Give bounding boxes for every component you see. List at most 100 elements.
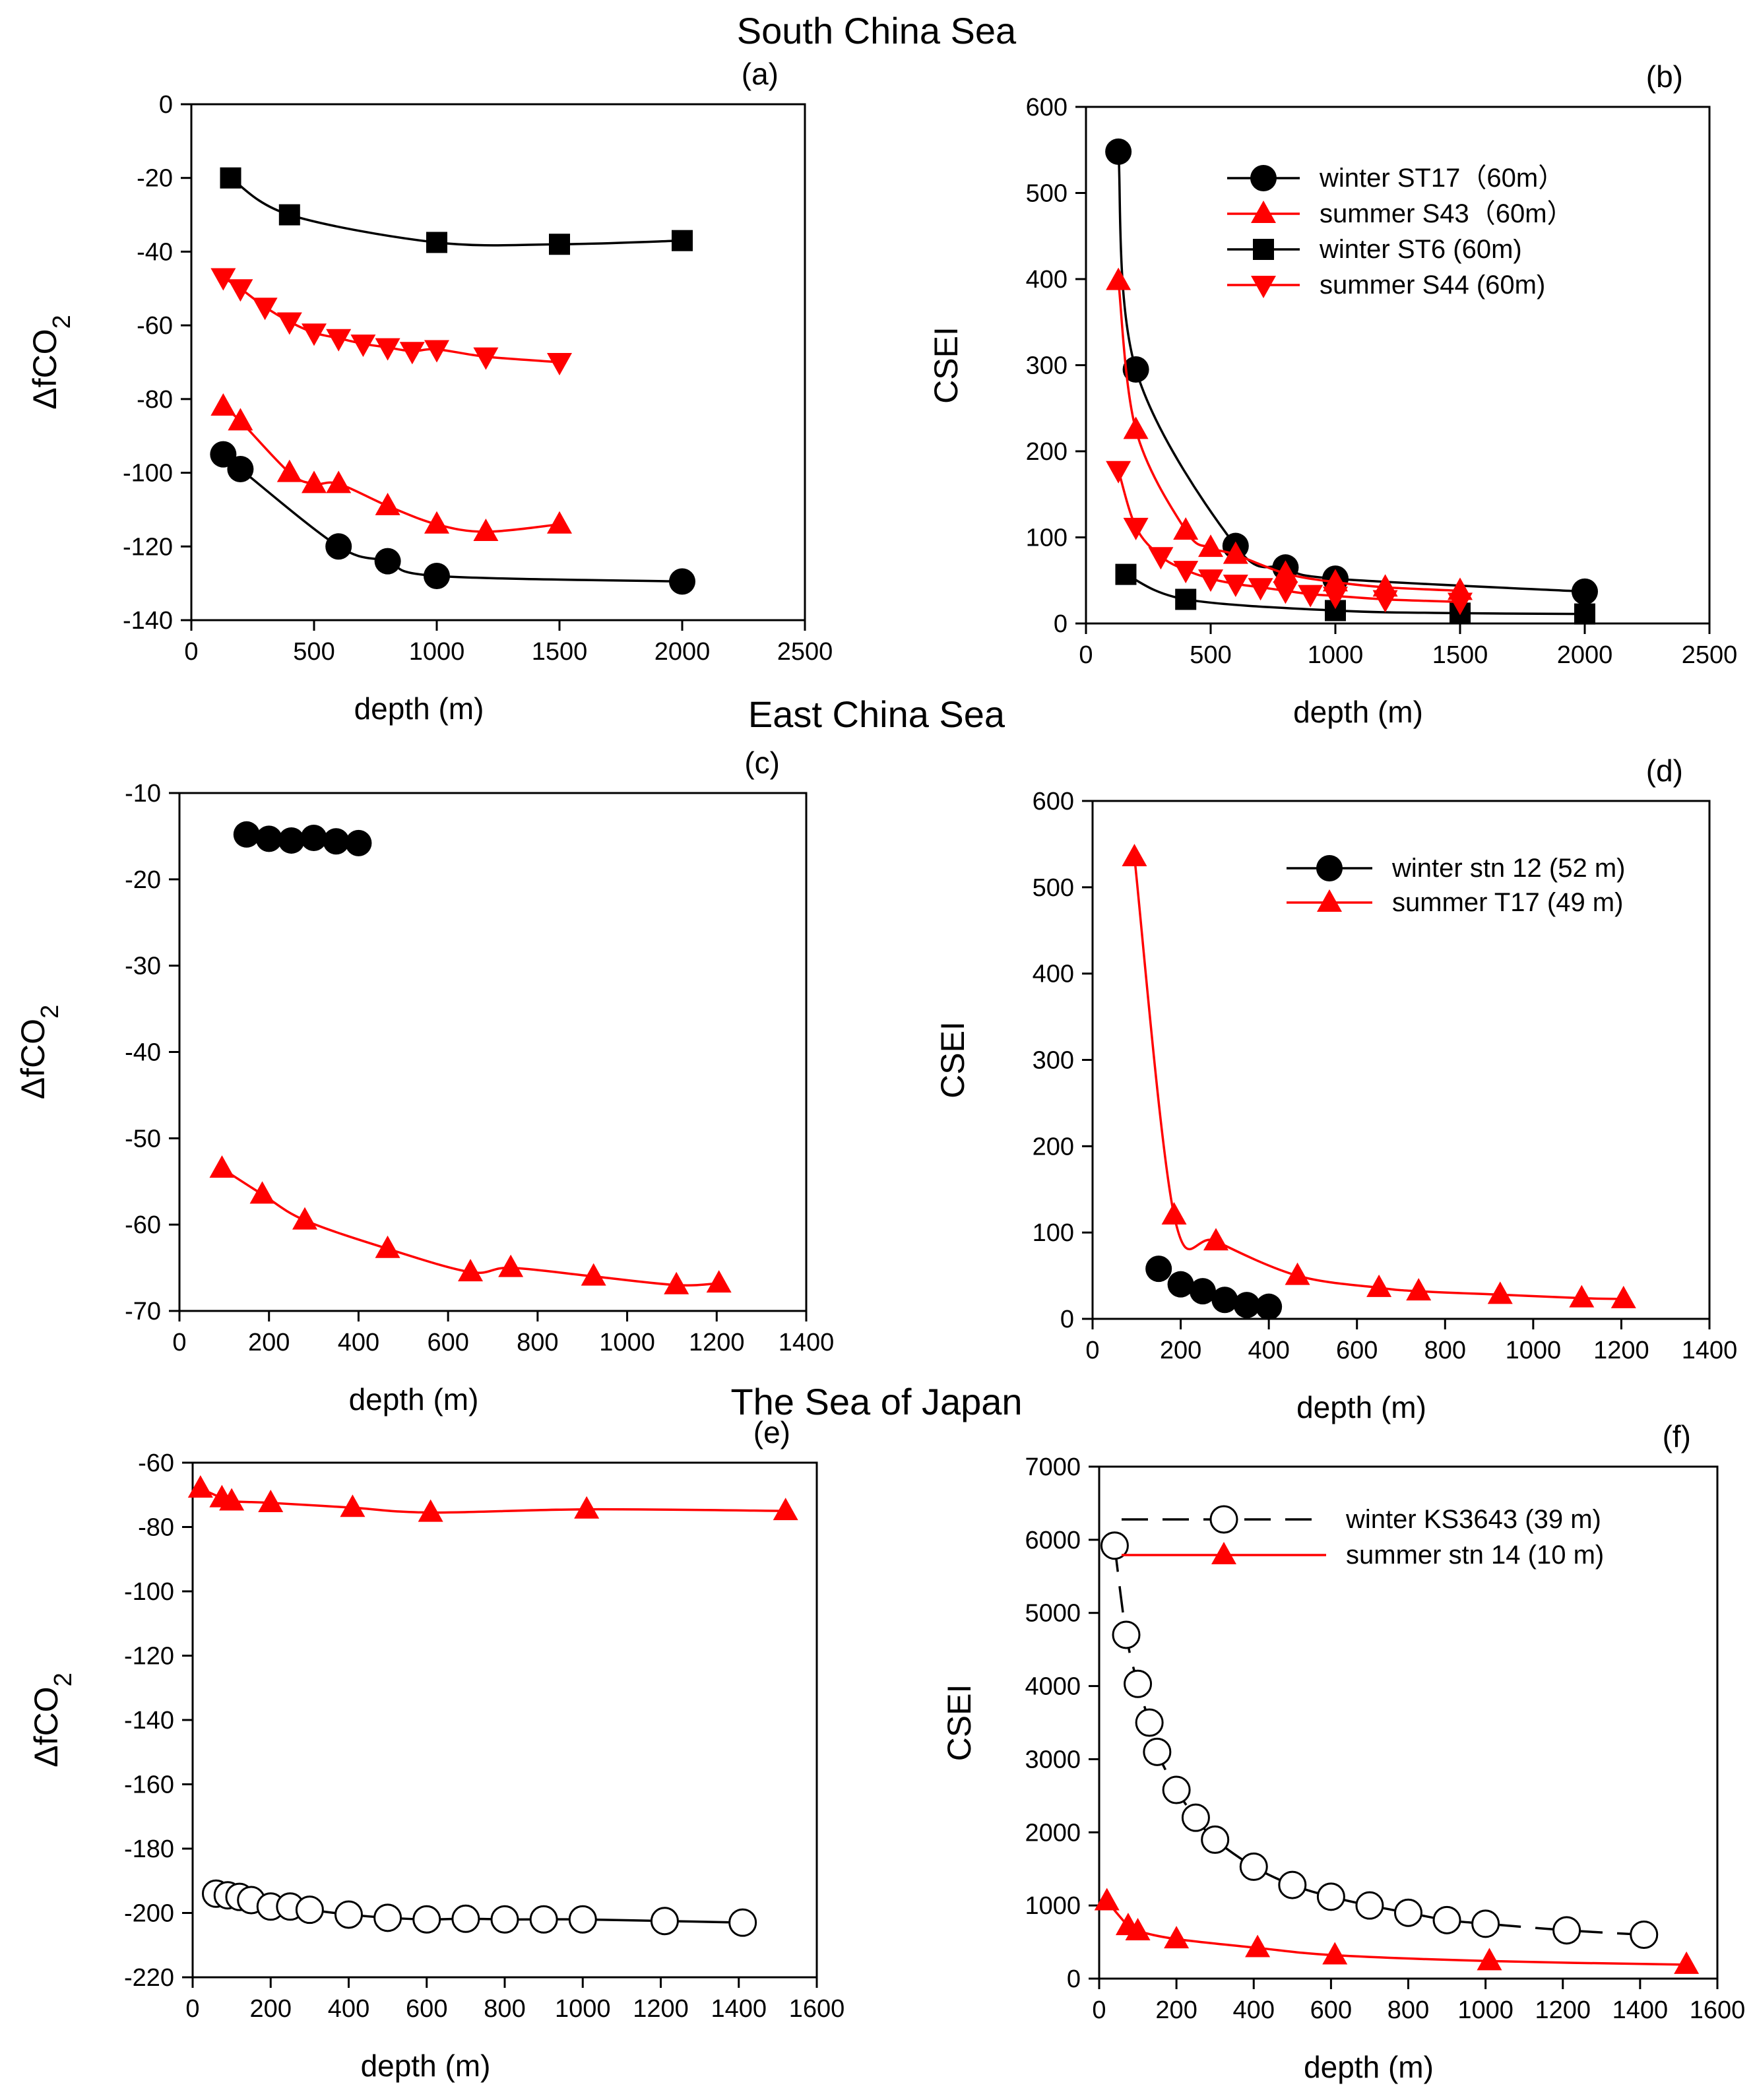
y-tick-label: -10 bbox=[125, 780, 161, 808]
y-tick-label: -200 bbox=[124, 1900, 174, 1928]
data-point bbox=[1245, 1934, 1271, 1957]
data-point bbox=[650, 1907, 679, 1936]
data-point bbox=[490, 1905, 519, 1934]
data-point bbox=[335, 1900, 363, 1929]
data-point bbox=[1322, 1942, 1348, 1965]
data-point bbox=[1366, 1274, 1392, 1297]
x-tick-label: 600 bbox=[1310, 1996, 1352, 2024]
y-tick-label: -160 bbox=[124, 1771, 174, 1799]
data-point bbox=[1569, 1285, 1595, 1308]
panel-c: 0 200 400 600 800 1000 1200 1400 -10 -20 -30 -40 -50… bbox=[15, 746, 834, 1416]
data-point bbox=[1198, 534, 1223, 557]
data-point bbox=[1223, 541, 1248, 564]
legend-label: summer T17 (49 m) bbox=[1392, 888, 1623, 917]
data-point bbox=[1316, 1882, 1345, 1911]
data-point bbox=[574, 1496, 600, 1519]
data-point bbox=[424, 562, 450, 589]
data-point bbox=[1135, 1708, 1164, 1737]
series-0 bbox=[1145, 1256, 1283, 1320]
data-point bbox=[1273, 581, 1298, 604]
y-tick-label: -100 bbox=[123, 460, 173, 488]
panel-label: (d) bbox=[1646, 753, 1683, 788]
data-point bbox=[278, 827, 305, 854]
data-point bbox=[1256, 1293, 1283, 1320]
x-tick-label: 500 bbox=[1190, 641, 1231, 669]
x-tick-label: 0 bbox=[1079, 641, 1093, 669]
legend-marker bbox=[1250, 165, 1277, 191]
legend-label: winter ST6 (60m) bbox=[1319, 235, 1522, 264]
data-point bbox=[664, 1271, 689, 1294]
y-tick-label: -140 bbox=[124, 1707, 174, 1734]
data-point bbox=[375, 338, 400, 361]
data-point bbox=[326, 470, 352, 493]
data-point bbox=[1610, 1285, 1636, 1308]
x-tick-label: 1400 bbox=[779, 1329, 835, 1356]
data-point bbox=[547, 511, 572, 534]
y-tick-label: -100 bbox=[124, 1578, 174, 1606]
data-point bbox=[529, 1905, 558, 1934]
y-tick-label: 6000 bbox=[1025, 1527, 1081, 1554]
legend-label: winter stn 12 (52 m) bbox=[1391, 854, 1625, 883]
y-tick-label: -60 bbox=[138, 1449, 174, 1477]
data-point bbox=[210, 441, 237, 468]
x-tick-label: 200 bbox=[248, 1329, 290, 1356]
y-tick-label: 5000 bbox=[1025, 1600, 1081, 1628]
data-point bbox=[1477, 1948, 1502, 1971]
x-tick-label: 1600 bbox=[789, 1995, 845, 2023]
legend-label: summer S44 (60m) bbox=[1320, 270, 1545, 300]
series-line bbox=[200, 1487, 786, 1514]
data-point bbox=[1198, 569, 1223, 592]
data-point bbox=[399, 342, 425, 365]
data-point bbox=[1105, 138, 1132, 165]
y-tick-label: 600 bbox=[1033, 788, 1074, 815]
y-tick-label: 2000 bbox=[1025, 1819, 1081, 1847]
y-axis-label: CSEI bbox=[934, 1021, 971, 1098]
legend-marker bbox=[1253, 239, 1274, 260]
panel-label: (f) bbox=[1663, 1419, 1691, 1453]
data-point bbox=[1189, 1278, 1216, 1305]
y-tick-label: 500 bbox=[1026, 180, 1068, 208]
data-point bbox=[276, 312, 302, 335]
y-tick-label: -140 bbox=[123, 607, 173, 635]
subscript-2: 2 bbox=[48, 315, 76, 329]
x-tick-label: 1000 bbox=[1308, 641, 1364, 669]
data-point bbox=[1278, 1870, 1307, 1899]
y-tick-label: 0 bbox=[1067, 1965, 1081, 1993]
data-point bbox=[424, 340, 449, 363]
x-tick-label: 2000 bbox=[1557, 641, 1613, 669]
data-point bbox=[1372, 590, 1398, 613]
y-tick-label: 0 bbox=[159, 91, 173, 119]
x-axis-label: depth (m) bbox=[361, 2049, 491, 2083]
legend-label: winter KS3643 (39 m) bbox=[1345, 1505, 1601, 1534]
x-tick-label: 2500 bbox=[1682, 641, 1738, 669]
data-point bbox=[1125, 1917, 1151, 1940]
x-axis-label: depth (m) bbox=[354, 691, 484, 726]
x-tick-label: 1600 bbox=[1690, 1996, 1746, 2024]
data-point bbox=[1106, 267, 1131, 290]
y-tick-label: 500 bbox=[1033, 874, 1074, 902]
data-point bbox=[375, 492, 400, 515]
y-tick-label: 200 bbox=[1026, 438, 1068, 466]
data-point bbox=[706, 1270, 732, 1293]
data-point bbox=[426, 232, 447, 253]
y-tick-label: 600 bbox=[1026, 94, 1068, 121]
legend: winter KS3643 (39 m) summer stn 14 (10 m) bbox=[1122, 1505, 1604, 1570]
data-point bbox=[1223, 574, 1248, 597]
panel-a: 0 500 1000 1500 2000 2500 0 -20 -40 -60 -80 -100 -12… bbox=[26, 57, 833, 726]
data-point bbox=[350, 334, 376, 358]
series-line bbox=[1117, 280, 1461, 592]
data-point bbox=[1164, 1926, 1190, 1949]
x-axis-label: depth (m) bbox=[349, 1382, 479, 1416]
data-point bbox=[375, 1235, 400, 1258]
data-point bbox=[424, 511, 449, 534]
series-line bbox=[1113, 1545, 1644, 1936]
x-tick-label: 200 bbox=[1155, 1996, 1197, 2024]
x-tick-label: 1200 bbox=[1593, 1337, 1649, 1364]
legend-marker bbox=[1251, 201, 1276, 223]
data-point bbox=[1233, 1292, 1260, 1319]
data-point bbox=[728, 1908, 757, 1937]
data-point bbox=[1406, 1278, 1432, 1301]
legend: winter ST17（60m） summer S43（60m） winter ST… bbox=[1227, 164, 1574, 300]
data-point bbox=[1211, 1287, 1238, 1314]
